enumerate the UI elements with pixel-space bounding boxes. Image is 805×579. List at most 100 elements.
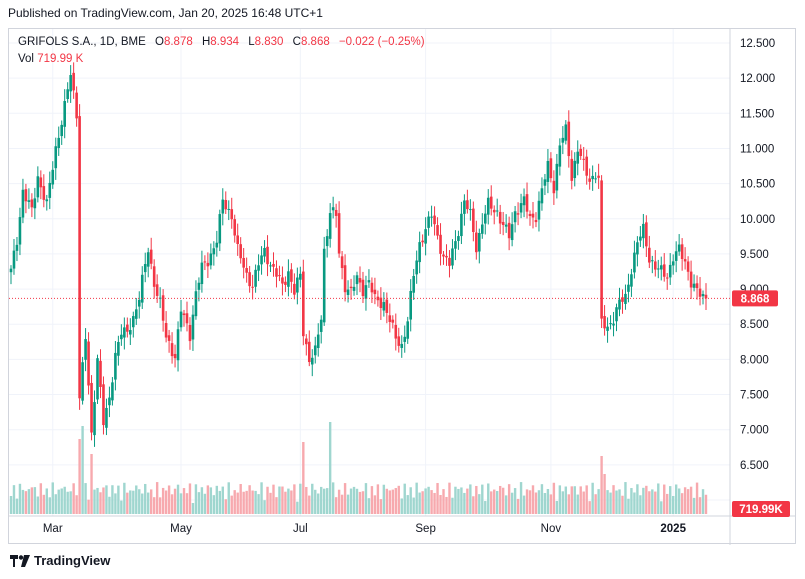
volume-bar xyxy=(352,486,356,514)
volume-bar xyxy=(72,483,75,514)
candle xyxy=(123,317,126,350)
candle xyxy=(627,273,630,303)
candle xyxy=(30,193,34,218)
candle xyxy=(504,214,508,233)
candle xyxy=(33,187,37,220)
volume-bar xyxy=(290,490,293,514)
close-key: C xyxy=(292,36,301,48)
candle xyxy=(134,297,138,325)
candle-body xyxy=(460,213,463,237)
candle xyxy=(543,173,547,196)
candle xyxy=(701,290,705,305)
volume-bar xyxy=(245,490,248,514)
candle-body xyxy=(567,121,571,157)
candle xyxy=(75,86,78,127)
candle-body xyxy=(176,329,180,361)
volume-bar xyxy=(418,492,421,514)
y-tick-label: 12.500 xyxy=(740,38,775,50)
volume-bar xyxy=(645,485,648,514)
candle xyxy=(322,236,326,326)
candle-body xyxy=(379,297,383,309)
volume-bar xyxy=(698,497,702,514)
candle-body xyxy=(519,203,523,213)
volume-bars xyxy=(9,422,708,514)
candle-body xyxy=(239,244,242,259)
volume-bar xyxy=(439,495,442,514)
volume-bar xyxy=(152,497,156,514)
candle-body xyxy=(90,382,93,433)
volume-bar xyxy=(90,454,93,514)
candle-body xyxy=(537,200,541,220)
volume-bar xyxy=(537,490,541,514)
volume-bar xyxy=(266,486,269,514)
volume-bar xyxy=(633,492,636,514)
footer-brand[interactable]: TradingView xyxy=(10,553,110,568)
candle xyxy=(281,266,284,296)
candle xyxy=(272,252,275,277)
volume-bar xyxy=(388,490,392,514)
candle-body xyxy=(504,224,508,227)
candle-body xyxy=(397,336,401,346)
volume-bar xyxy=(501,487,505,514)
candle xyxy=(161,289,165,332)
candle-body xyxy=(686,261,690,272)
chart-frame[interactable] xyxy=(8,28,796,544)
volume-bar xyxy=(42,494,46,514)
volume-bar xyxy=(519,482,523,514)
volume-bar xyxy=(615,490,618,514)
candle-body xyxy=(287,271,290,287)
candle xyxy=(185,301,189,332)
candle-body xyxy=(24,189,28,202)
candle xyxy=(558,138,562,176)
candle xyxy=(409,279,412,332)
volume-bar xyxy=(457,488,460,514)
candle-body xyxy=(72,72,75,91)
candle xyxy=(188,317,192,350)
volume-bar xyxy=(400,498,403,514)
candle xyxy=(269,261,272,273)
candle-body xyxy=(33,198,37,209)
volume-bar xyxy=(275,497,278,514)
candle-body xyxy=(293,283,296,295)
candle-body xyxy=(140,274,144,303)
candle xyxy=(182,309,186,327)
volume-bar xyxy=(221,486,224,514)
volume-bar xyxy=(564,486,568,514)
candle-body xyxy=(9,268,13,273)
volume-bar xyxy=(135,485,138,514)
candle xyxy=(624,284,627,310)
volume-bar xyxy=(57,489,60,514)
candle-body xyxy=(600,180,603,319)
candle xyxy=(149,237,153,270)
candle xyxy=(355,271,359,296)
candle-body xyxy=(307,341,311,363)
candle-body xyxy=(158,297,162,299)
candle-body xyxy=(290,269,293,282)
volume-value: 719.99 K xyxy=(37,53,84,65)
candle xyxy=(155,274,159,303)
volume-bar xyxy=(582,491,585,514)
volume-bar xyxy=(516,498,520,514)
candle-body xyxy=(373,289,377,295)
volume-bar xyxy=(570,486,573,514)
candle xyxy=(606,317,609,343)
candle xyxy=(257,254,260,282)
candle xyxy=(388,303,392,333)
candle xyxy=(695,275,699,300)
candle-body xyxy=(39,177,43,188)
candle-body xyxy=(507,222,511,239)
candle xyxy=(275,260,278,288)
candle-body xyxy=(430,216,433,218)
candle xyxy=(513,205,517,233)
volume-bar xyxy=(573,486,576,514)
candle xyxy=(284,276,287,293)
volume-bar xyxy=(206,485,210,514)
candle-body xyxy=(695,283,699,289)
candle xyxy=(305,334,308,356)
volume-bar xyxy=(212,495,216,514)
candle-body xyxy=(316,334,320,349)
candle xyxy=(618,287,621,317)
volume-bar xyxy=(182,488,186,514)
candle-body xyxy=(525,194,529,212)
